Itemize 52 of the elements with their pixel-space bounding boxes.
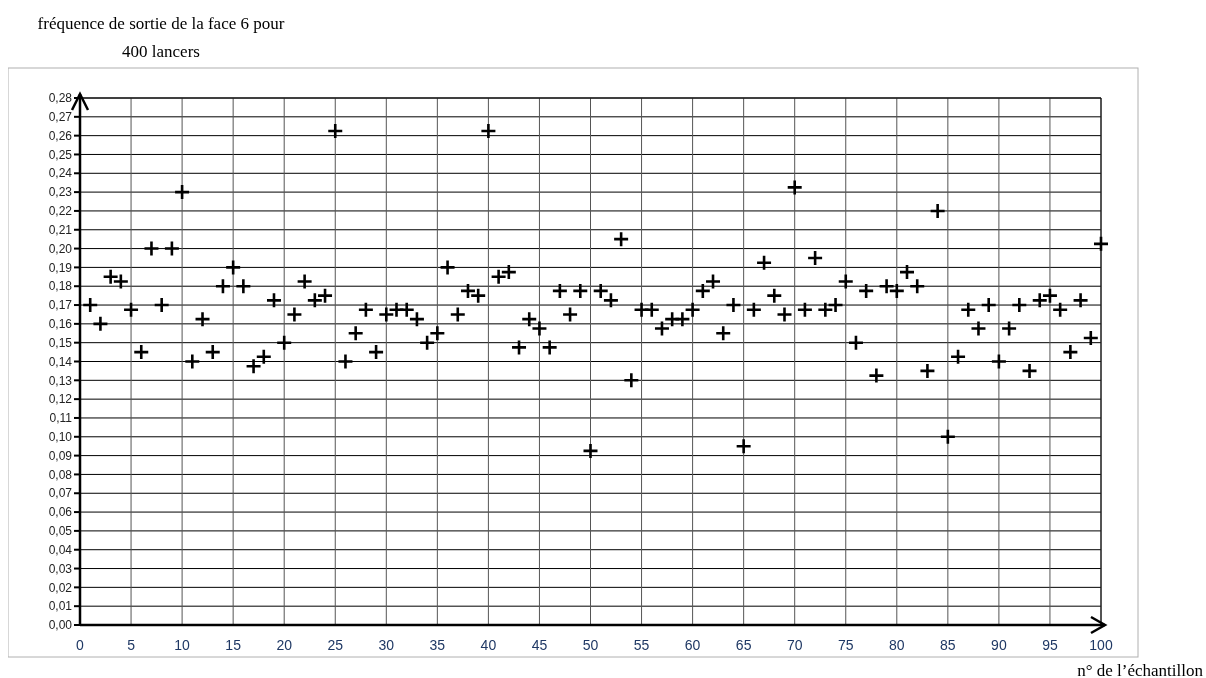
y-tick-label: 0,08 [48, 467, 73, 482]
y-tick-label: 0,18 [48, 279, 73, 294]
y-tick-label: 0,17 [48, 298, 73, 313]
y-tick-label: 0,01 [48, 599, 73, 614]
x-tick-label: 0 [76, 637, 85, 653]
x-tick-label: 95 [1042, 637, 1058, 653]
y-tick-label: 0,22 [48, 204, 73, 219]
y-tick-label: 0,11 [49, 411, 73, 426]
x-tick-label: 80 [889, 637, 905, 653]
x-tick-label: 20 [276, 637, 293, 653]
y-tick-label: 0,16 [48, 317, 73, 332]
y-axis-title: fréquence de sortie de la face 6 pour 400 lancers [36, 13, 286, 63]
y-tick-label: 0,28 [48, 91, 73, 106]
y-tick-label: 0,19 [48, 260, 73, 275]
x-tick-label: 10 [174, 637, 191, 653]
x-tick-label: 85 [940, 637, 956, 653]
y-tick-label: 0,09 [48, 448, 73, 463]
y-tick-label: 0,26 [48, 128, 73, 143]
x-tick-label: 65 [735, 637, 752, 653]
y-tick-label: 0,23 [48, 185, 73, 200]
y-tick-label: 0,12 [48, 392, 73, 407]
x-tick-label: 70 [786, 637, 803, 653]
y-tick-label: 0,04 [48, 542, 73, 557]
x-tick-label: 60 [684, 637, 701, 653]
x-tick-label: 40 [480, 637, 497, 653]
y-tick-label: 0,24 [48, 166, 73, 181]
y-tick-label: 0,25 [48, 147, 73, 162]
y-tick-label: 0,03 [48, 561, 73, 576]
x-tick-label: 45 [531, 637, 548, 653]
y-tick-label: 0,20 [48, 241, 73, 256]
y-tick-label: 0,05 [48, 524, 73, 539]
x-tick-label: 50 [582, 637, 599, 653]
x-axis-title: n° de l’échantillon [1077, 661, 1204, 678]
x-tick-label: 75 [837, 637, 854, 653]
y-tick-label: 0,10 [48, 429, 73, 444]
x-tick-label: 5 [127, 637, 136, 653]
y-tick-label: 0,06 [48, 505, 73, 520]
y-tick-label: 0,14 [48, 354, 73, 369]
x-tick-label: 25 [327, 637, 344, 653]
x-tick-label: 55 [633, 637, 650, 653]
x-tick-label: 100 [1089, 637, 1113, 653]
x-tick-label: 15 [225, 637, 242, 653]
y-tick-label: 0,27 [48, 110, 73, 125]
x-tick-label: 30 [378, 637, 395, 653]
y-tick-label: 0,15 [48, 335, 73, 350]
y-tick-label: 0,13 [48, 373, 73, 388]
x-tick-label: 35 [429, 637, 446, 653]
y-tick-label: 0,02 [48, 580, 73, 595]
y-tick-label: 0,21 [48, 222, 73, 237]
x-tick-label: 90 [991, 637, 1007, 653]
y-tick-label: 0,07 [48, 486, 73, 501]
y-tick-label: 0,00 [48, 618, 73, 633]
